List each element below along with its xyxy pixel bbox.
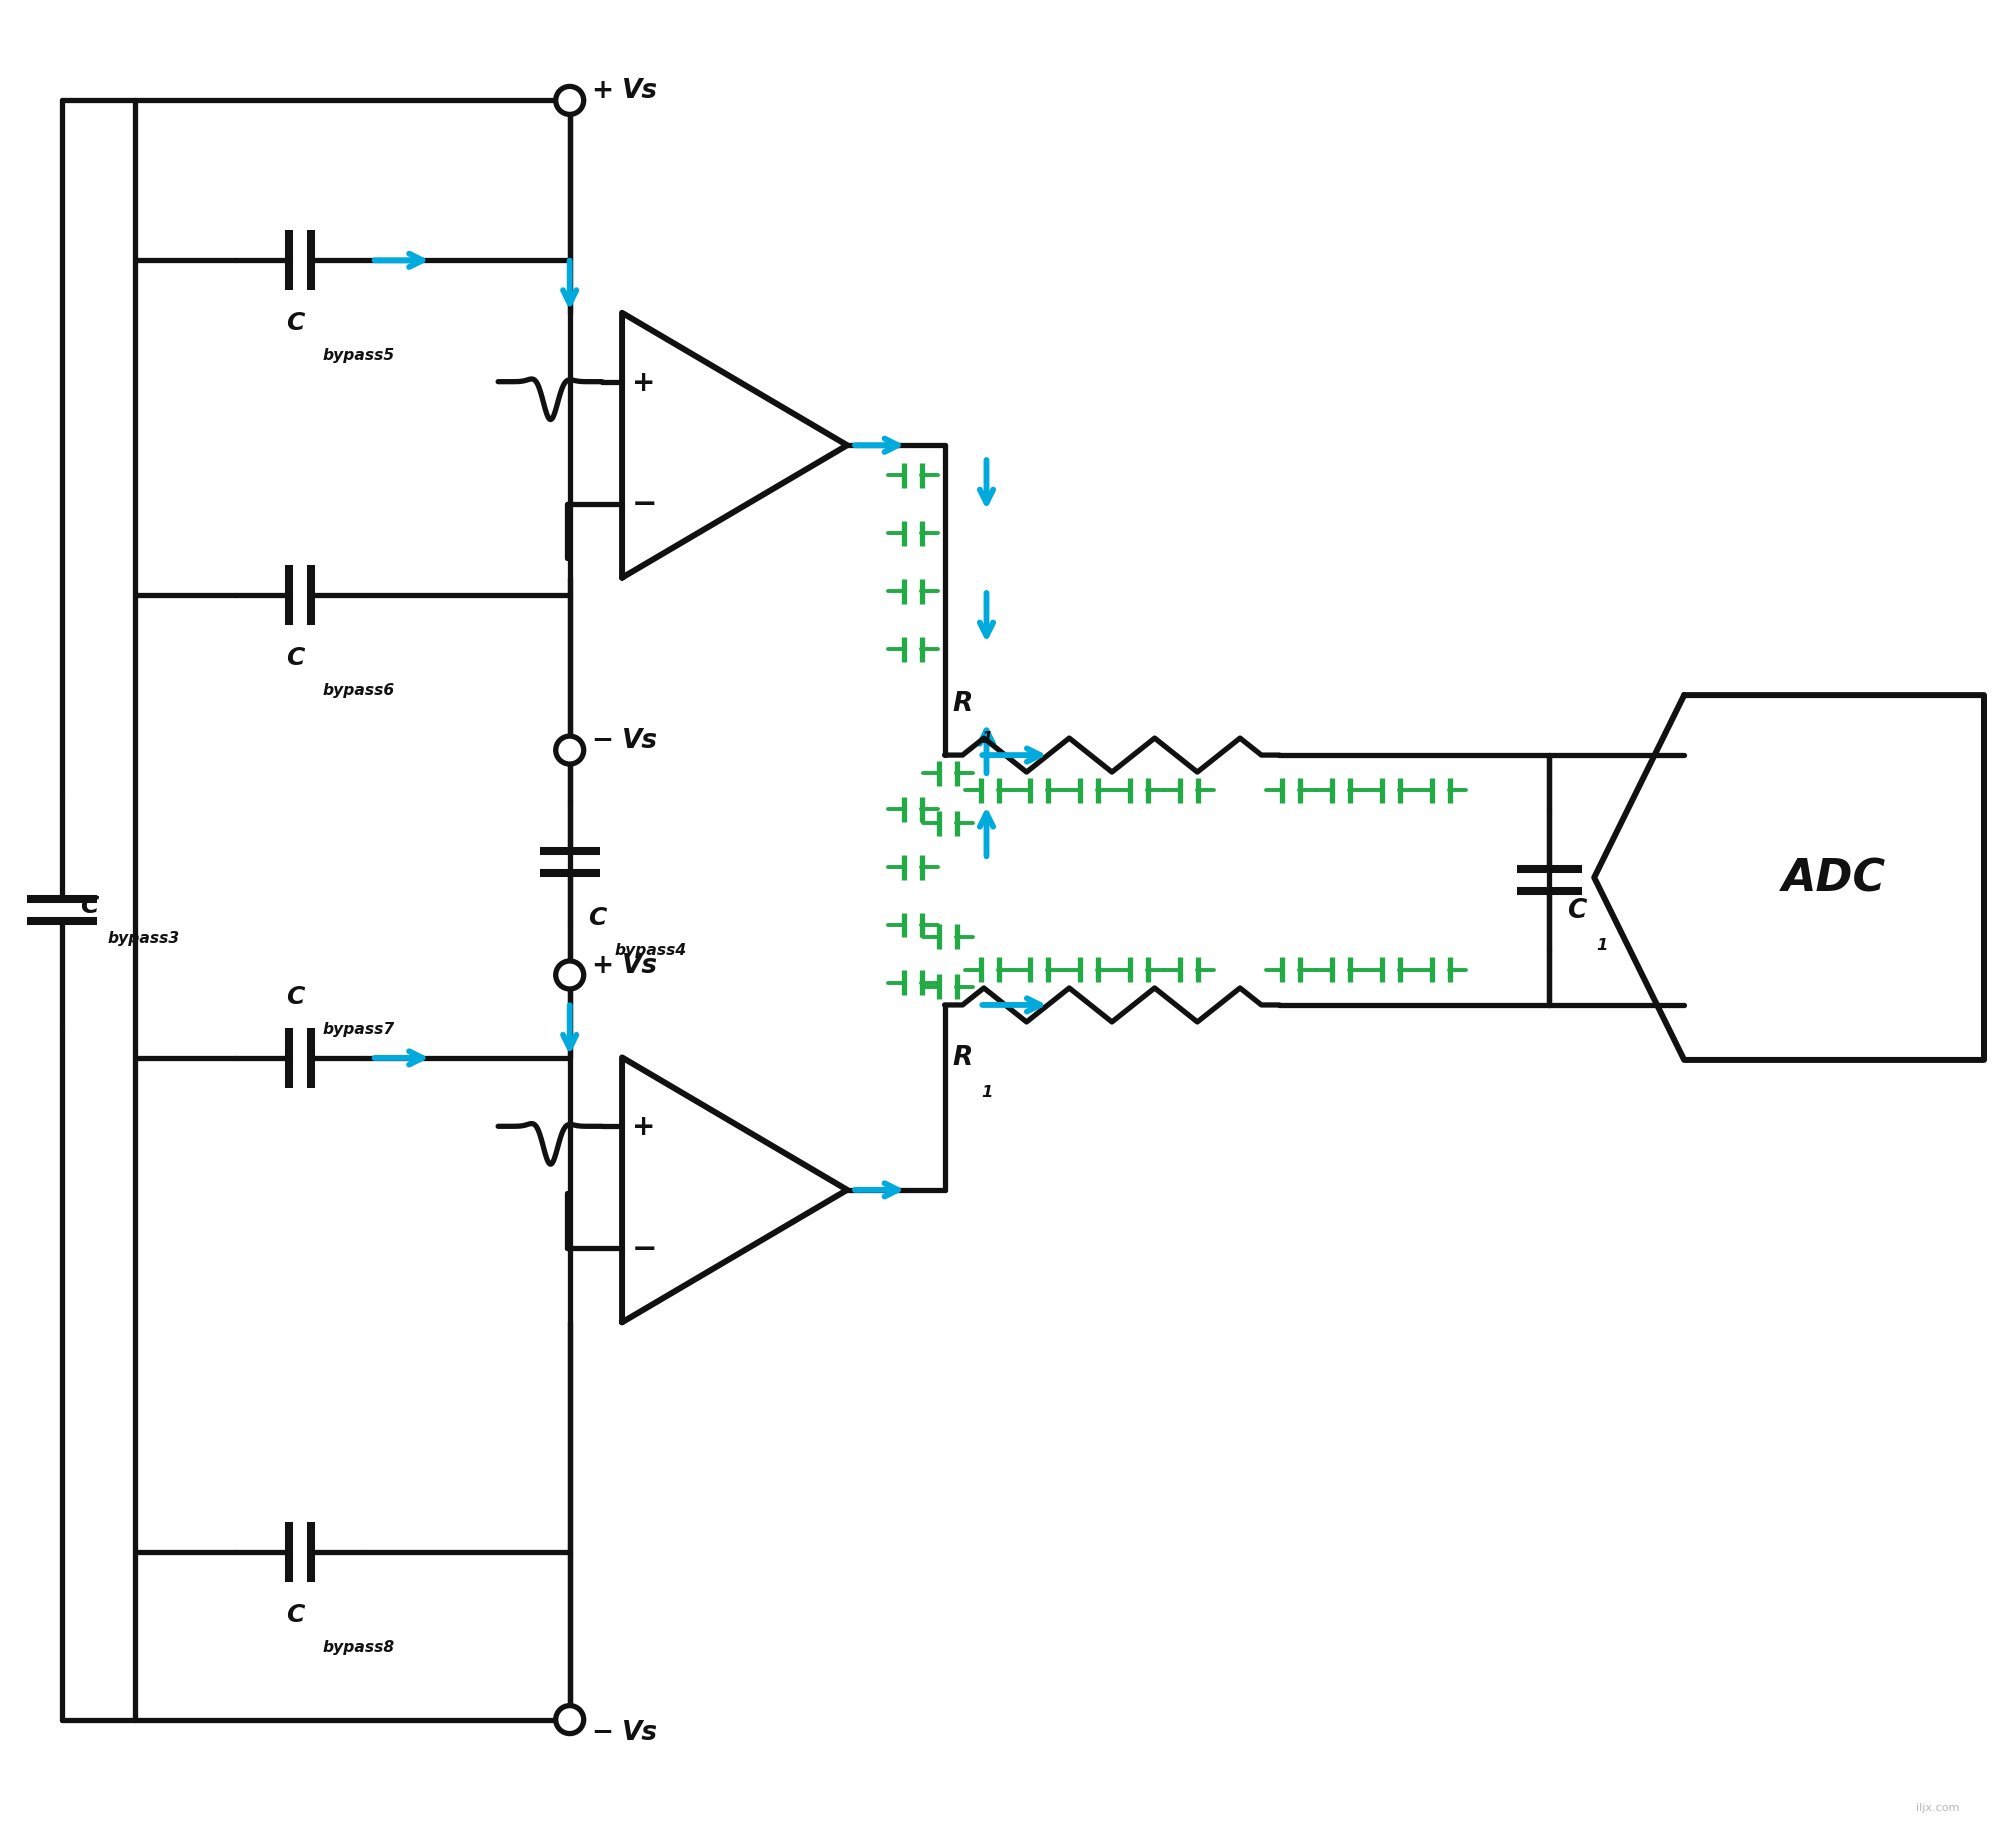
Text: 1: 1 (1594, 937, 1606, 952)
Text: C: C (286, 646, 304, 670)
Circle shape (557, 739, 581, 763)
Text: +: + (631, 1113, 655, 1140)
Text: 1: 1 (981, 1083, 991, 1098)
Text: R: R (951, 1045, 973, 1071)
Text: bypass6: bypass6 (322, 683, 394, 697)
Text: bypass3: bypass3 (108, 931, 180, 946)
Text: Vs: Vs (621, 728, 657, 754)
Circle shape (557, 90, 581, 113)
Circle shape (557, 1707, 581, 1731)
Text: Vs: Vs (621, 1718, 657, 1744)
Text: bypass7: bypass7 (322, 1021, 394, 1036)
Text: bypass4: bypass4 (615, 942, 687, 957)
Text: Vs: Vs (621, 79, 657, 104)
Text: −: − (631, 490, 657, 518)
Text: C: C (286, 311, 304, 335)
Text: C: C (587, 906, 605, 930)
Text: +: + (591, 79, 619, 104)
Text: +: + (591, 952, 619, 979)
Text: −: − (591, 1718, 619, 1744)
Circle shape (557, 963, 581, 988)
Text: R: R (951, 690, 973, 717)
Text: Vs: Vs (621, 952, 657, 979)
Text: 1: 1 (981, 730, 991, 745)
Text: C: C (286, 985, 304, 1008)
Text: ADC: ADC (1780, 856, 1886, 900)
Text: −: − (631, 1233, 657, 1263)
Text: iljx.com: iljx.com (1914, 1801, 1958, 1812)
Text: C: C (286, 1601, 304, 1625)
Text: +: + (631, 368, 655, 397)
Text: C: C (1566, 897, 1586, 924)
Text: −: − (591, 728, 619, 754)
Text: bypass5: bypass5 (322, 348, 394, 364)
Text: bypass8: bypass8 (322, 1640, 394, 1654)
Text: C: C (80, 893, 98, 917)
